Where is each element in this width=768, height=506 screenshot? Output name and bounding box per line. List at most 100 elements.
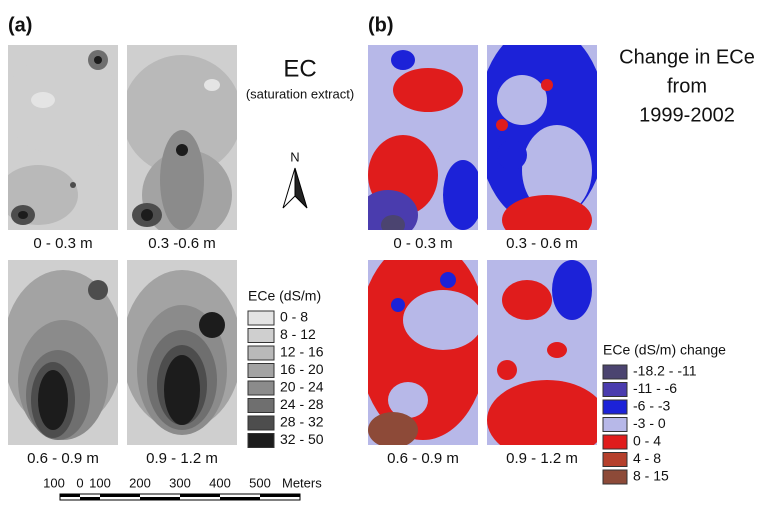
- map: [3, 260, 123, 445]
- legend-swatch: [248, 329, 274, 343]
- map-zone: [18, 211, 28, 219]
- legend-swatch: [248, 434, 274, 448]
- scale-label: 100: [43, 475, 65, 490]
- legend-swatch: [603, 418, 627, 432]
- legend-swatch: [603, 400, 627, 414]
- map: [0, 45, 123, 230]
- map-fill: [122, 45, 242, 240]
- panel-subtitle: (saturation extract): [246, 86, 354, 101]
- legend-swatch: [603, 453, 627, 467]
- map-zone: [487, 380, 607, 460]
- scale-label: 200: [129, 475, 151, 490]
- figure: (a) (b) EC (saturation extract) Change i…: [0, 0, 768, 506]
- map-zone: [176, 144, 188, 156]
- map-zone: [70, 182, 76, 188]
- depth-label: 0.3 -0.6 m: [148, 235, 216, 252]
- depth-label: 0.6 - 0.9 m: [387, 450, 459, 467]
- legend-label: 32 - 50: [280, 431, 324, 447]
- panel-title: Change in ECe: [619, 46, 755, 68]
- legend-swatch: [603, 365, 627, 379]
- map: [122, 260, 242, 445]
- map-fill: [477, 25, 607, 245]
- scale-bar: [60, 494, 300, 500]
- legend-swatch: [248, 399, 274, 413]
- legend-label: 4 - 8: [633, 450, 661, 466]
- legend-label: 12 - 16: [280, 344, 324, 360]
- map-fill: [477, 250, 607, 460]
- map-zone: [38, 370, 68, 430]
- map-zone: [358, 190, 418, 240]
- map: [477, 25, 607, 245]
- map-zone: [403, 290, 483, 350]
- scale-label: 300: [169, 475, 191, 490]
- legend-label: 20 - 24: [280, 379, 324, 395]
- map-fill: [3, 260, 123, 445]
- depth-label: 0.6 - 0.9 m: [27, 450, 99, 467]
- map-zone: [199, 312, 225, 338]
- map: [358, 35, 483, 240]
- scale-label: 500: [249, 475, 271, 490]
- north-arrow: [283, 168, 307, 208]
- map-fill: [0, 45, 123, 230]
- legend-label: 0 - 8: [280, 309, 308, 325]
- map-zone: [391, 50, 415, 70]
- panel-title: 1999-2002: [639, 104, 735, 126]
- map-zone: [443, 160, 483, 230]
- map-zone: [496, 119, 508, 131]
- map-zone: [204, 79, 220, 91]
- panel-title: from: [667, 75, 707, 97]
- map: [122, 45, 242, 240]
- map-zone: [391, 298, 405, 312]
- map: [477, 250, 607, 460]
- map-fill: [358, 35, 483, 240]
- scale-label: 100: [89, 475, 111, 490]
- scale-label: 400: [209, 475, 231, 490]
- map-zone: [541, 79, 553, 91]
- legend-swatch: [603, 435, 627, 449]
- map-zone: [552, 260, 592, 320]
- map-zone: [393, 68, 463, 112]
- legend-swatch: [248, 346, 274, 360]
- legend-label: -3 - 0: [633, 415, 666, 431]
- panel-title: EC: [283, 55, 316, 82]
- map-zone: [497, 140, 527, 170]
- legend-swatch: [603, 383, 627, 397]
- map-zone: [497, 75, 547, 125]
- depth-label: 0.3 - 0.6 m: [506, 235, 578, 252]
- depth-label: 0.9 - 1.2 m: [506, 450, 578, 467]
- page: {"panel_a": {"label": "(a)", "title": "E…: [0, 0, 768, 506]
- legend-swatch: [248, 311, 274, 325]
- map-zone: [31, 92, 55, 108]
- legend-label: 8 - 12: [280, 326, 316, 342]
- map-zone: [3, 55, 123, 155]
- legend-label: -6 - -3: [633, 398, 671, 414]
- legend-label: 24 - 28: [280, 396, 324, 412]
- legend-title: ECe (dS/m): [248, 288, 321, 304]
- map-zone: [88, 280, 108, 300]
- legend-label: 0 - 4: [633, 433, 661, 449]
- panel-label: (a): [8, 14, 32, 36]
- depth-label: 0 - 0.3 m: [33, 235, 92, 252]
- panel-label: (b): [368, 14, 394, 36]
- legend-title: ECe (dS/m) change: [603, 342, 726, 358]
- depth-label: 0 - 0.3 m: [393, 235, 452, 252]
- map-zone: [141, 209, 153, 221]
- map-fill: [122, 260, 242, 445]
- scale-unit: Meters: [282, 475, 322, 490]
- north-label: N: [290, 149, 299, 164]
- map-zone: [368, 412, 418, 448]
- legend-label: 16 - 20: [280, 361, 324, 377]
- legend-swatch: [248, 416, 274, 430]
- map-zone: [497, 360, 517, 380]
- map-zone: [547, 342, 567, 358]
- map-zone: [440, 272, 456, 288]
- map-zone: [381, 215, 405, 235]
- depth-label: 0.9 - 1.2 m: [146, 450, 218, 467]
- scale-label: 0: [76, 475, 83, 490]
- map-zone: [94, 56, 102, 64]
- legend-swatch: [603, 470, 627, 484]
- legend-label: 28 - 32: [280, 414, 324, 430]
- map-zone: [164, 355, 200, 425]
- legend-label: 8 - 15: [633, 468, 669, 484]
- map-zone: [502, 280, 552, 320]
